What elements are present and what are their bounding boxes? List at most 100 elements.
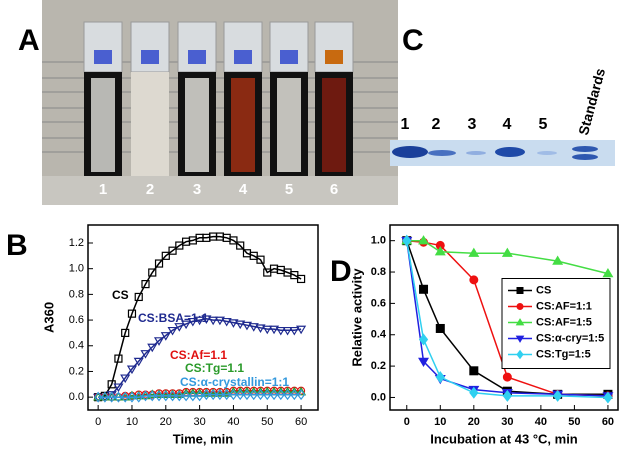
- marker: [214, 316, 225, 326]
- marker: [290, 389, 299, 401]
- marker: [127, 391, 137, 403]
- marker: [249, 389, 258, 401]
- marker: [516, 287, 524, 294]
- marker: [154, 259, 164, 268]
- marker: [100, 391, 110, 403]
- cuvette-label: 3: [193, 181, 201, 198]
- marker: [168, 246, 177, 255]
- series-line: [98, 391, 302, 398]
- marker: [175, 390, 184, 402]
- cuvette-label: 2: [146, 181, 154, 198]
- y-tick-label: 0.4: [69, 340, 84, 352]
- x-tick-label: 60: [602, 416, 614, 428]
- legend-label: CS:Tg=1:5: [536, 348, 591, 360]
- marker: [141, 390, 150, 402]
- marker: [153, 337, 165, 346]
- marker: [515, 318, 525, 326]
- cuvette-photo: [42, 0, 398, 205]
- marker: [140, 350, 151, 359]
- x-tick-label: 0: [95, 416, 101, 428]
- marker: [242, 389, 252, 401]
- series-label: CS:BSA=1:1: [138, 311, 209, 325]
- marker: [93, 391, 103, 403]
- marker: [296, 389, 306, 401]
- marker: [114, 391, 123, 403]
- marker: [215, 389, 225, 401]
- plot-frame: [87, 224, 319, 411]
- series-label: CS:α-crystallin=1:1: [180, 375, 289, 389]
- marker: [516, 303, 524, 310]
- marker: [552, 255, 564, 265]
- marker: [134, 292, 143, 302]
- x-tick-label: 10: [126, 416, 138, 428]
- marker: [256, 389, 265, 401]
- marker: [516, 349, 524, 360]
- cuvette-label: 5: [285, 181, 293, 198]
- marker: [195, 390, 204, 402]
- y-tick-label: 0.0: [371, 391, 386, 403]
- marker: [174, 323, 185, 332]
- gel: [390, 140, 615, 166]
- marker: [235, 320, 246, 330]
- marker: [126, 365, 138, 375]
- marker: [248, 323, 259, 332]
- marker: [161, 251, 170, 260]
- marker: [268, 325, 280, 335]
- marker: [469, 275, 479, 285]
- y-tick-label: 0.8: [371, 266, 386, 278]
- marker: [235, 389, 245, 401]
- marker: [148, 268, 157, 277]
- marker: [276, 389, 286, 401]
- marker: [121, 328, 130, 338]
- panel-label: A: [18, 24, 40, 57]
- marker: [229, 236, 238, 245]
- marker: [120, 374, 131, 384]
- marker: [134, 391, 143, 403]
- marker: [296, 325, 307, 335]
- marker: [181, 320, 192, 330]
- marker: [160, 332, 171, 341]
- y-tick-label: 0.6: [69, 314, 84, 326]
- cuvette-label: 4: [239, 181, 248, 198]
- marker: [201, 315, 212, 324]
- marker: [202, 389, 211, 401]
- marker: [147, 343, 158, 353]
- cuvette-label: 6: [330, 181, 338, 198]
- x-tick-label: 60: [295, 416, 307, 428]
- marker: [263, 389, 272, 401]
- marker: [187, 317, 198, 327]
- x-tick-label: 30: [193, 416, 205, 428]
- marker: [113, 383, 124, 393]
- plot-frame: [389, 224, 619, 411]
- marker: [603, 391, 613, 404]
- marker: [282, 326, 293, 336]
- marker: [120, 391, 130, 403]
- y-axis-label: A360: [41, 302, 56, 333]
- x-tick-label: 10: [434, 416, 446, 428]
- series-label: CS:Af=1.1: [170, 348, 227, 362]
- marker: [275, 326, 286, 336]
- marker: [141, 279, 150, 289]
- marker: [468, 247, 480, 257]
- series-line: [98, 318, 302, 398]
- legend-label: CS:α-cry=1:5: [536, 332, 604, 344]
- panel-label: B: [6, 229, 28, 262]
- x-tick-label: 40: [227, 416, 239, 428]
- y-tick-label: 0.8: [69, 288, 84, 300]
- marker: [419, 284, 429, 294]
- x-tick-label: 20: [468, 416, 480, 428]
- marker: [262, 325, 273, 335]
- marker: [435, 323, 445, 333]
- marker: [469, 366, 479, 376]
- x-tick-label: 50: [261, 416, 273, 428]
- marker: [283, 389, 292, 401]
- y-tick-label: 0.4: [371, 329, 387, 341]
- x-axis-label: Incubation at 43 °C, min: [430, 431, 578, 446]
- panel-label: D: [330, 255, 352, 288]
- marker: [256, 255, 265, 264]
- y-tick-label: 1.0: [69, 263, 84, 275]
- marker: [269, 389, 279, 401]
- series-label: CS:Tg=1.1: [185, 361, 244, 375]
- marker: [602, 268, 614, 278]
